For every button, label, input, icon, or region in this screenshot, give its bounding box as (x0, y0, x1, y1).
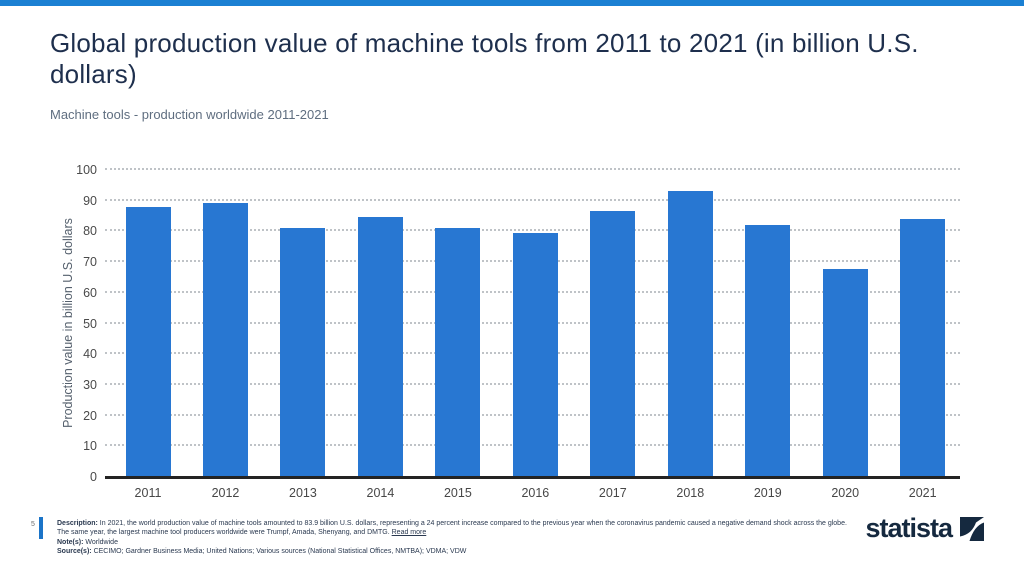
sources-line: Source(s): CECIMO; Gardner Business Medi… (57, 548, 849, 557)
page-accent-bar (39, 517, 43, 539)
x-tick-2019: 2019 (753, 486, 782, 500)
statista-logo[interactable]: statista (865, 513, 984, 544)
bar-2021[interactable] (900, 219, 946, 477)
bar-2019[interactable] (745, 224, 791, 477)
statista-wordmark: statista (865, 513, 953, 543)
x-tick-2017: 2017 (598, 486, 627, 500)
x-tick-2011: 2011 (134, 486, 162, 500)
y-tick-40: 40 (83, 347, 97, 362)
y-tick-50: 50 (83, 316, 97, 331)
sources-text: CECIMO; Gardner Business Media; United N… (93, 548, 467, 556)
bar-2014[interactable] (357, 216, 403, 477)
description-line: Description: In 2021, the world producti… (57, 520, 849, 538)
sources-label: Source(s): (57, 548, 92, 556)
x-tick-2015: 2015 (443, 486, 472, 500)
description-text: In 2021, the world production value of m… (57, 520, 847, 536)
plot-area: 0 10 20 30 40 50 60 70 80 90 100 2011 2012 2013 2014 20… (76, 163, 960, 500)
page-subtitle: Machine tools - production worldwide 201… (50, 107, 329, 122)
x-tick-2012: 2012 (211, 486, 240, 500)
notes-text: Worldwide (85, 538, 118, 546)
x-axis-line (105, 475, 960, 479)
notes-line: Note(s): Worldwide (57, 539, 849, 548)
y-tick-100: 100 (76, 163, 97, 177)
y-tick-30: 30 (83, 377, 97, 392)
y-tick-60: 60 (83, 285, 97, 300)
bar-2017[interactable] (590, 211, 636, 477)
y-tick-10: 10 (83, 439, 97, 454)
x-tick-2021: 2021 (908, 486, 937, 500)
bar-2018[interactable] (667, 191, 713, 477)
x-tick-2016: 2016 (521, 486, 550, 500)
bar-2016[interactable] (512, 233, 558, 477)
bar-2011[interactable] (125, 206, 171, 477)
x-tick-2013: 2013 (289, 486, 317, 500)
y-tick-80: 80 (83, 224, 97, 239)
x-tick-2014: 2014 (366, 486, 395, 500)
statista-logo-icon (960, 516, 984, 541)
y-tick-0: 0 (90, 470, 97, 484)
y-tick-70: 70 (83, 255, 97, 270)
bar-2020[interactable] (822, 269, 868, 477)
gridline-80 (105, 229, 960, 232)
read-more-link[interactable]: Read more (391, 528, 427, 536)
bar-2015[interactable] (435, 227, 481, 477)
description-label: Description: (57, 520, 98, 527)
x-tick-2018: 2018 (676, 486, 705, 500)
x-tick-2020: 2020 (831, 486, 860, 500)
y-tick-90: 90 (83, 193, 97, 208)
top-accent-bar (0, 0, 1024, 6)
bar-2012[interactable] (202, 203, 248, 477)
notes-label: Note(s): (57, 538, 84, 546)
page-title: Global production value of machine tools… (50, 28, 919, 89)
page-number: 5 (31, 521, 35, 528)
gridline-90 (105, 198, 960, 201)
footer: Description: In 2021, the world producti… (57, 519, 849, 557)
gridline-100 (105, 168, 960, 170)
y-tick-20: 20 (83, 408, 97, 423)
bar-2013[interactable] (280, 228, 326, 477)
